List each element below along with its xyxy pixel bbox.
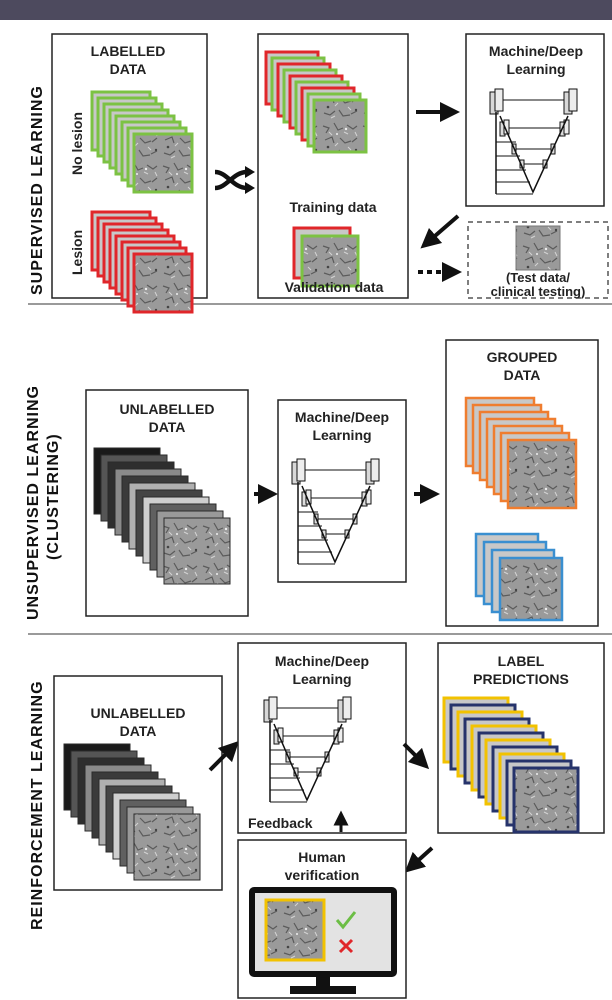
unsupervised-unlabelled-line2: DATA [149, 419, 186, 435]
arrow-model-to-predictions [402, 742, 430, 770]
blue-cluster-stack [474, 532, 564, 622]
cross-icon [338, 938, 354, 954]
stack-image [312, 98, 368, 154]
validation-data-label: Validation data [285, 279, 384, 295]
no-lesion-label: No lesion [69, 112, 85, 175]
human-verification-line1: Human [298, 849, 345, 865]
reinforcement-model-line1: Machine/Deep [275, 653, 369, 669]
reinforcement-image-stack [63, 743, 201, 881]
stack-image [132, 252, 194, 314]
label-predictions-line1: LABEL [498, 653, 545, 669]
unsupervised-model-line1: Machine/Deep [295, 409, 389, 425]
stack-image [133, 813, 201, 881]
no-lesion-image-stack [90, 90, 194, 194]
unsupervised-unlabelled-line1: UNLABELLED [120, 401, 215, 417]
verified-image [264, 898, 326, 962]
feedback-label: Feedback [248, 815, 313, 831]
reinforcement-title: REINFORCEMENT LEARNING [29, 680, 46, 930]
stack-image [512, 766, 580, 834]
lesion-label: Lesion [69, 230, 85, 275]
unsupervised-title-line1: UNSUPERVISED LEARNING [25, 385, 42, 620]
check-icon [335, 911, 357, 930]
training-data-label: Training data [289, 199, 376, 215]
grouped-data-line1: GROUPED [487, 349, 558, 365]
stack-image [498, 556, 564, 622]
unsupervised-title-line2: (CLUSTERING) [45, 433, 62, 560]
supervised-model-box [465, 33, 605, 207]
reinforcement-model-line2: Learning [292, 671, 351, 687]
grouped-data-line2: DATA [504, 367, 541, 383]
arrow-predictions-to-human [404, 846, 434, 873]
orange-cluster-stack [464, 396, 578, 510]
unsupervised-section: UNSUPERVISED LEARNING (CLUSTERING) UNLAB… [25, 339, 599, 627]
reinforcement-unlabelled-line1: UNLABELLED [91, 705, 186, 721]
human-verification-line2: verification [285, 867, 360, 883]
stack-image [506, 438, 578, 510]
arrow-unlabelled-to-model [208, 740, 240, 772]
labelled-data-title-line2: DATA [110, 61, 147, 77]
stack-image [132, 132, 194, 194]
arrow-model-to-validation [420, 214, 460, 249]
unsupervised-model-line2: Learning [312, 427, 371, 443]
training-image-stack [264, 50, 368, 154]
prediction-image-stack [442, 696, 580, 834]
reinforcement-section: REINFORCEMENT LEARNING UNLABELLED DATA M… [29, 642, 605, 999]
reinforcement-unlabelled-line2: DATA [120, 723, 157, 739]
stack-image [163, 517, 231, 585]
supervised-section: SUPERVISED LEARNING LABELLED DATA No les… [29, 33, 609, 314]
monitor-icon [249, 887, 397, 994]
supervised-model-line2: Learning [506, 61, 565, 77]
unsupervised-image-stack [93, 447, 231, 585]
supervised-title: SUPERVISED LEARNING [29, 85, 46, 295]
supervised-model-line1: Machine/Deep [489, 43, 583, 59]
test-data-line2: clinical testing) [491, 284, 586, 299]
validation-image-stack [292, 226, 360, 288]
lesion-image-stack [90, 210, 194, 314]
stack-image [300, 234, 360, 288]
label-predictions-line2: PREDICTIONS [473, 671, 569, 687]
labelled-data-title-line1: LABELLED [91, 43, 166, 59]
header-bar [0, 0, 612, 20]
shuffle-icon [214, 166, 255, 194]
test-data-line1: (Test data/ [506, 270, 570, 285]
test-image [515, 225, 561, 271]
reinforcement-model-box [237, 642, 407, 834]
